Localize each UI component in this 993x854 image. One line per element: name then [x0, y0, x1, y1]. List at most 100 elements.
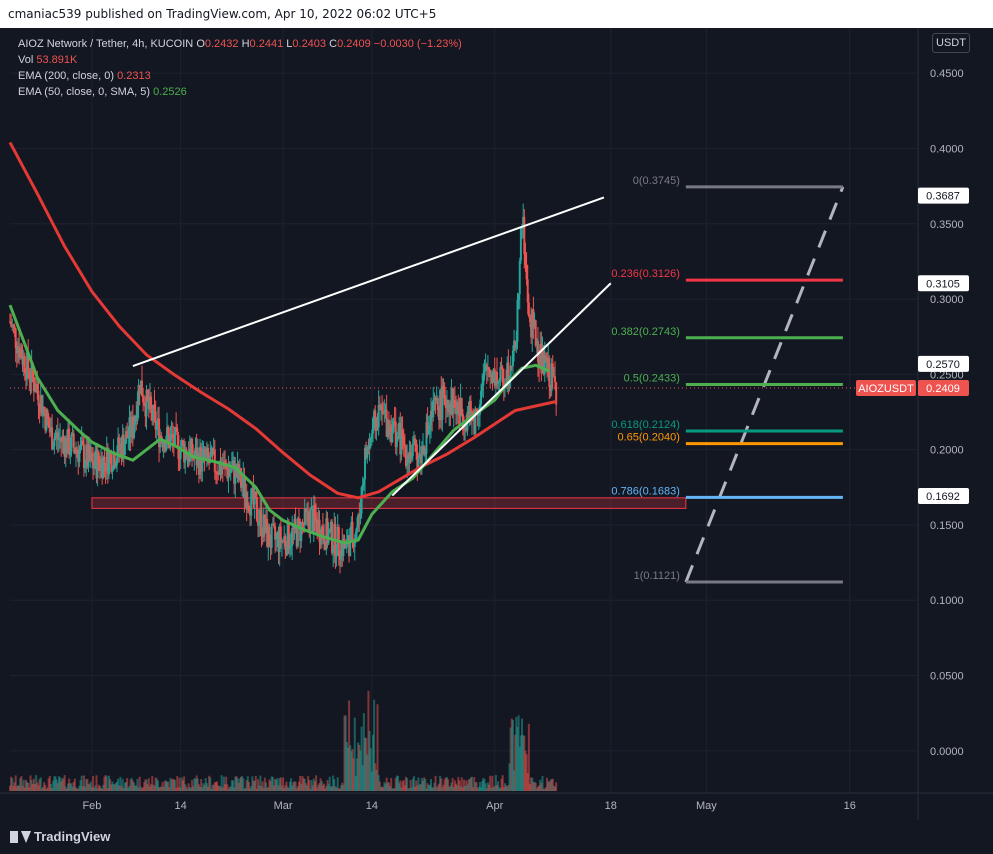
volume-bar — [549, 779, 552, 791]
candle-body — [477, 414, 480, 416]
volume-bar — [331, 786, 334, 791]
fib-level-label: 0.618(0.2124) — [611, 419, 680, 431]
ema200-line — [8, 141, 557, 500]
price-chart[interactable]: 0.4500 0.4000 0.3500 0.3000 0.2500 0.2000 0.15… — [0, 28, 993, 820]
candle-body — [498, 380, 501, 382]
candle-body — [160, 435, 163, 440]
ema50-value: 0.2526 — [153, 86, 187, 98]
volume-bar — [142, 787, 145, 791]
chart-area[interactable]: 0.4500 0.4000 0.3500 0.3000 0.2500 0.2000 0.15… — [0, 28, 993, 820]
volume-bar — [393, 788, 396, 791]
volume-bar — [184, 784, 187, 791]
volume-bar — [145, 779, 148, 791]
volume-bar — [211, 784, 214, 791]
volume-bar — [100, 787, 103, 791]
volume-bar — [219, 786, 222, 791]
volume-bar — [164, 780, 167, 791]
y-tick-label: 0.0500 — [930, 671, 964, 683]
volume-bar — [89, 781, 92, 791]
volume-bar — [65, 788, 68, 791]
candle-body — [164, 443, 167, 452]
candle-body — [244, 492, 247, 498]
candle-body — [416, 451, 419, 471]
legend-ema200-row[interactable]: EMA (200, close, 0) 0.2313 — [18, 68, 462, 84]
candle-body — [399, 422, 402, 455]
volume-bar — [407, 788, 410, 791]
volume-bar — [536, 786, 539, 791]
candle-body — [312, 505, 315, 533]
candle-body — [461, 413, 464, 429]
candle-body — [98, 463, 101, 471]
volume-bar — [375, 769, 378, 791]
candle-body — [210, 447, 213, 456]
volume-bar — [299, 775, 302, 791]
candle-body — [331, 521, 334, 554]
candle-body — [113, 453, 116, 468]
candle-body — [357, 514, 360, 528]
volume-bar — [513, 770, 516, 791]
candle-body — [201, 451, 204, 472]
candle-body — [403, 445, 406, 447]
candle-body — [71, 433, 74, 435]
volume-bar — [250, 786, 253, 791]
footer-bar — [0, 820, 993, 854]
volume-bar — [361, 765, 364, 791]
candle-body — [369, 438, 372, 442]
volume-bar — [283, 788, 286, 791]
candle-body — [48, 427, 51, 433]
candle-body — [246, 505, 249, 510]
volume-bar — [475, 782, 478, 791]
volume-bar — [445, 777, 448, 791]
legend-volume-row[interactable]: Vol 53.891K — [18, 52, 462, 68]
candle-body — [269, 546, 272, 548]
volume-bar — [482, 777, 485, 791]
candle-body — [38, 405, 41, 413]
legend-ema50-row[interactable]: EMA (50, close, 0, SMA, 5) 0.2526 — [18, 84, 462, 100]
candle-body — [176, 427, 179, 436]
y-tick-label: 0.2000 — [930, 445, 964, 457]
candle-body — [204, 454, 207, 459]
candle-body — [480, 390, 483, 405]
volume-bar — [531, 777, 534, 791]
volume-bar — [509, 727, 512, 791]
candle-body — [191, 439, 194, 459]
volume-bar — [368, 730, 371, 791]
volume-bar — [352, 758, 355, 791]
candle-body — [197, 452, 200, 475]
candle-body — [517, 294, 520, 301]
volume-bar — [333, 779, 336, 791]
volume-bar — [411, 778, 414, 791]
volume-bar — [324, 788, 327, 791]
volume-bar — [46, 787, 49, 791]
volume-bar — [359, 750, 362, 791]
volume-bar — [193, 778, 196, 791]
candle-body — [418, 453, 421, 459]
volume-bar — [293, 781, 296, 791]
tradingview-logo[interactable]: TradingView — [10, 829, 110, 844]
candle-body — [434, 398, 437, 401]
volume-bar — [551, 778, 554, 791]
candle-body — [449, 403, 452, 415]
volume-bar — [245, 780, 248, 791]
candle-body — [51, 427, 54, 450]
volume-bar — [222, 776, 225, 791]
volume-bar — [305, 785, 308, 791]
ema50-label: EMA (50, close, 0, SMA, 5) — [18, 86, 151, 98]
volume-bar — [28, 787, 31, 791]
volume-bar — [480, 787, 483, 791]
volume-bar — [271, 777, 274, 791]
currency-button[interactable]: USDT — [932, 33, 970, 53]
candle-body — [509, 365, 512, 377]
candle-body — [411, 444, 414, 457]
volume-bar — [195, 775, 198, 791]
volume-bar — [194, 778, 197, 791]
candle-body — [484, 364, 487, 371]
candles — [9, 203, 558, 574]
candle-body — [526, 279, 529, 303]
volume-bar — [277, 785, 280, 791]
publish-header: cmaniac539 published on TradingView.com,… — [0, 0, 993, 28]
volume-bar — [555, 782, 558, 791]
candle-body — [316, 521, 319, 536]
candle-body — [319, 541, 322, 545]
candle-body — [451, 388, 454, 414]
